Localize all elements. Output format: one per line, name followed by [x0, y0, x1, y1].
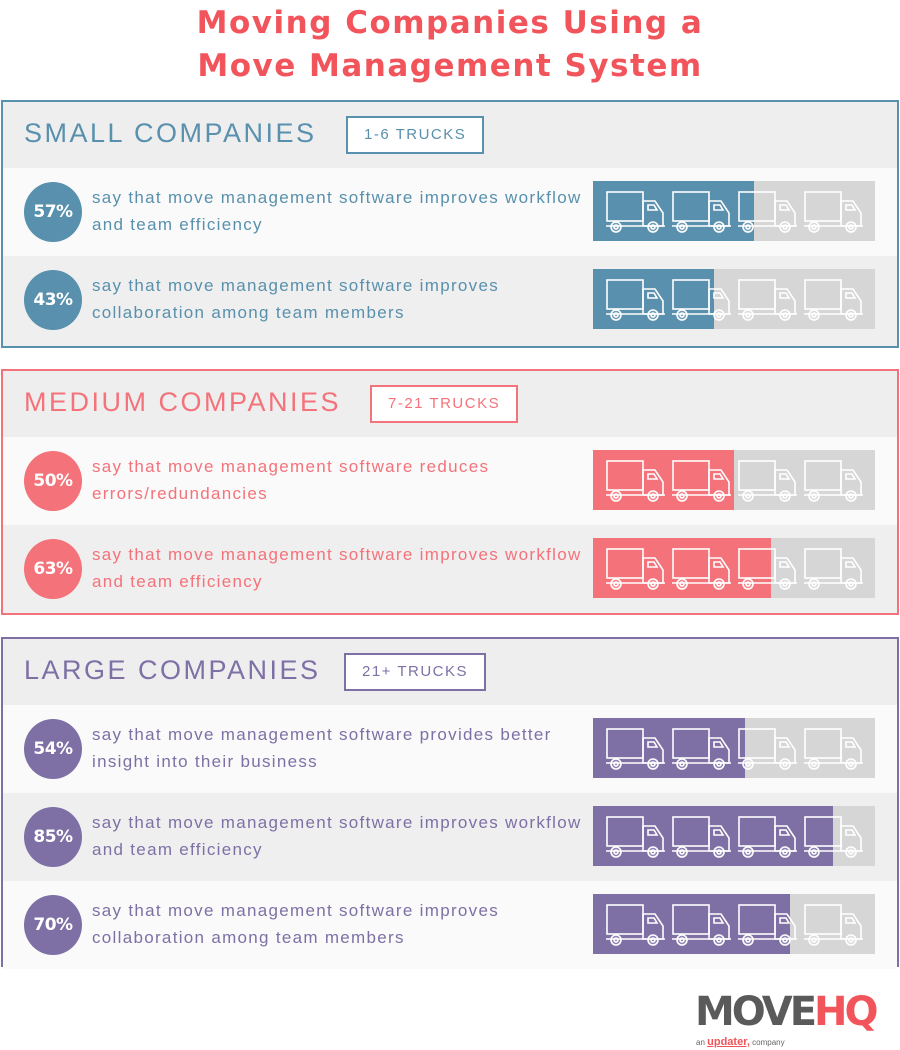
truck-icon	[804, 191, 863, 233]
truck-icon	[606, 460, 665, 502]
logo-move: MOVE	[695, 989, 817, 1035]
bar-fill	[593, 450, 734, 510]
tagline-prefix: an	[696, 1038, 705, 1047]
truck-bar	[593, 718, 875, 778]
tagline-brand: updater,	[707, 1036, 750, 1048]
logo-hq: HQ	[814, 989, 879, 1035]
section-large-companies: LARGE COMPANIES 21+ TRUCKS 54% say that …	[1, 637, 899, 969]
percent-circle: 85%	[24, 807, 82, 867]
section-small-companies: SMALL COMPANIES 1-6 TRUCKS 57% say that …	[1, 100, 899, 348]
section-title: SMALL COMPANIES	[24, 118, 317, 148]
truck-range-badge: 1-6 TRUCKS	[346, 116, 485, 154]
truck-icons	[605, 814, 869, 858]
stat-row: 57% say that move management software im…	[3, 168, 897, 256]
bar-fill	[593, 538, 771, 598]
truck-icons	[605, 902, 869, 946]
stat-row: 50% say that move management software re…	[3, 437, 897, 525]
truck-icon	[738, 548, 797, 590]
logo-wordmark: MOVEHQ	[695, 989, 879, 1035]
truck-icon	[672, 279, 731, 321]
truck-icon	[738, 904, 797, 946]
truck-icons	[605, 458, 869, 502]
logo-tagline: an updater, company	[696, 1036, 785, 1048]
percent-circle: 54%	[24, 719, 82, 779]
truck-icon	[804, 816, 863, 858]
stat-row: 43% say that move management software im…	[3, 256, 897, 344]
section-header: MEDIUM COMPANIES 7-21 TRUCKS	[3, 371, 897, 437]
truck-icon	[672, 904, 731, 946]
title-line-2: Move Management System	[197, 48, 703, 84]
truck-icon	[606, 191, 665, 233]
truck-icon	[606, 904, 665, 946]
truck-icons	[605, 189, 869, 233]
truck-icon	[738, 460, 797, 502]
bar-fill	[593, 894, 791, 954]
truck-icon	[804, 279, 863, 321]
truck-range-badge: 7-21 TRUCKS	[370, 385, 519, 423]
stat-description: say that move management software improv…	[92, 188, 582, 234]
percent-circle: 43%	[24, 270, 82, 330]
tagline-suffix: company	[752, 1038, 785, 1047]
percent-circle: 63%	[24, 539, 82, 599]
truck-icon	[606, 816, 665, 858]
truck-icon	[672, 816, 731, 858]
truck-icon	[804, 460, 863, 502]
percent-circle: 70%	[24, 895, 82, 955]
section-title: MEDIUM COMPANIES	[24, 387, 342, 417]
truck-bar	[593, 181, 875, 241]
truck-bar	[593, 894, 875, 954]
section-header: SMALL COMPANIES 1-6 TRUCKS	[3, 102, 897, 168]
stat-description: say that move management software improv…	[92, 276, 500, 322]
truck-icon	[738, 191, 797, 233]
truck-icon	[606, 279, 665, 321]
stat-row: 70% say that move management software im…	[3, 881, 897, 969]
title-line-1: Moving Companies Using a	[196, 5, 704, 41]
movehq-logo: MOVEHQ an updater, company	[692, 990, 900, 1050]
truck-icon	[804, 548, 863, 590]
section-header: LARGE COMPANIES 21+ TRUCKS	[3, 639, 897, 705]
truck-icons	[605, 277, 869, 321]
stat-row: 63% say that move management software im…	[3, 525, 897, 613]
truck-icons	[605, 546, 869, 590]
truck-bar	[593, 450, 875, 510]
section-title: LARGE COMPANIES	[24, 655, 321, 685]
stat-description: say that move management software improv…	[92, 813, 582, 859]
truck-icon	[672, 548, 731, 590]
truck-icon	[606, 548, 665, 590]
truck-icons	[605, 726, 869, 770]
truck-bar	[593, 538, 875, 598]
stat-row: 85% say that move management software im…	[3, 793, 897, 881]
truck-icon	[738, 728, 797, 770]
truck-icon	[738, 816, 797, 858]
truck-icon	[672, 728, 731, 770]
page-title: Moving Companies Using a Move Management…	[0, 2, 900, 88]
truck-icon	[672, 460, 731, 502]
truck-bar	[593, 269, 875, 329]
truck-icon	[606, 728, 665, 770]
truck-icon	[738, 279, 797, 321]
truck-icon	[804, 904, 863, 946]
stat-row: 54% say that move management software pr…	[3, 705, 897, 793]
truck-icon	[804, 728, 863, 770]
percent-circle: 57%	[24, 182, 82, 242]
truck-range-badge: 21+ TRUCKS	[344, 653, 487, 691]
stat-description: say that move management software improv…	[92, 901, 500, 947]
stat-description: say that move management software improv…	[92, 545, 582, 591]
percent-circle: 50%	[24, 451, 82, 511]
truck-icon	[672, 191, 731, 233]
truck-bar	[593, 806, 875, 866]
section-medium-companies: MEDIUM COMPANIES 7-21 TRUCKS 50% say tha…	[1, 369, 899, 615]
stat-description: say that move management software provid…	[92, 725, 552, 771]
stat-description: say that move management software reduce…	[92, 457, 490, 503]
